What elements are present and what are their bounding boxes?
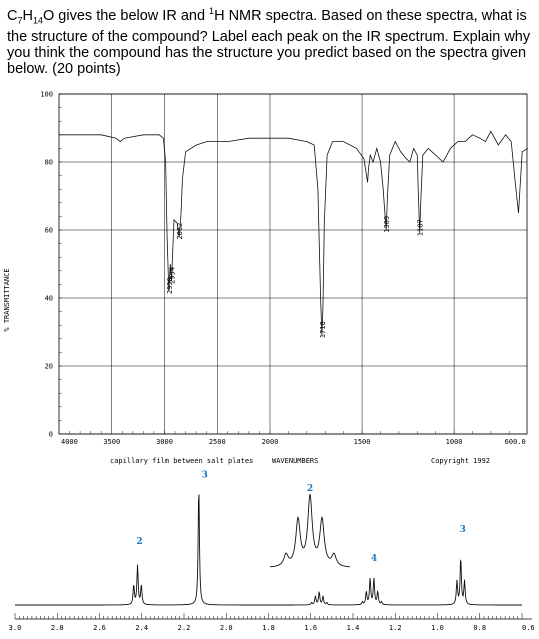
nmr-trace — [15, 494, 522, 606]
ir-y-tick-label: 80 — [45, 159, 53, 167]
ir-x-tick-label: 3500 — [103, 438, 120, 446]
ir-peak-label: 2934 — [169, 267, 177, 284]
ir-x-axis-label: WAVENUMBERS — [272, 457, 318, 465]
ir-y-tick-label: 60 — [45, 227, 53, 235]
ir-x-tick-label: 600.0 — [505, 438, 526, 446]
nmr-x-tick-label: 2.8 — [51, 624, 64, 632]
nmr-integration-labels: 2 3 2 4 3 — [136, 470, 465, 564]
ir-peak-label: 2959 — [166, 277, 174, 294]
ir-y-tick-label: 40 — [45, 295, 53, 303]
nmr-x-tick-label: 1.0 — [431, 624, 444, 632]
nmr-integration-label: 2 — [136, 537, 142, 547]
ir-x-tick-label: 4000 — [61, 438, 78, 446]
formula-h-subscript: 14 — [32, 15, 43, 26]
ir-grid — [58, 93, 528, 435]
formula-h: H — [22, 7, 33, 24]
formula-o: O — [43, 7, 55, 24]
formula-c-subscript: 7 — [17, 15, 23, 26]
ir-x-tick-label: 1000 — [446, 438, 463, 446]
nmr-expansion-trace — [270, 493, 350, 568]
nmr-x-tick-label: 1.4 — [347, 624, 360, 632]
ir-y-tick-label: 20 — [45, 363, 53, 371]
nmr-x-tick-label: 2.2 — [178, 624, 191, 632]
ir-x-tick-label: 2500 — [209, 438, 226, 446]
ir-tick-labels: 4000 3500 3000 2500 2000 1500 1000 600.0 100 80 60… — [40, 91, 525, 447]
ir-y-axis-label: % TRANSMITTANCE — [3, 268, 11, 331]
nmr-x-tick-label: 1.8 — [262, 624, 275, 632]
nmr-x-tick-label: 2.0 — [220, 624, 233, 632]
ir-y-tick-label: 100 — [40, 91, 53, 99]
ir-x-tick-label: 2000 — [262, 438, 279, 446]
nmr-x-tick-label: 1.2 — [389, 624, 402, 632]
ir-transmittance-trace — [59, 130, 528, 336]
nmr-x-tick-label: 2.6 — [93, 624, 106, 632]
ir-y-tick-label: 0 — [49, 431, 53, 439]
nmr-axis: 3.0 2.8 2.6 2.4 2.2 2.0 1.8 1.6 1.4 1.2 1.0 0.8 0.6 … — [9, 613, 539, 632]
ir-spectrum-chart: % TRANSMITTANCE 4000 3500 3000 2500 2000 1500… — [3, 91, 528, 465]
nmr-x-tick-label: 1.6 — [304, 624, 317, 632]
nmr-x-tick-label: 3.0 — [9, 624, 22, 632]
ir-peak-label: 1718 — [319, 321, 327, 338]
nmr-integration-label: 4 — [371, 554, 377, 564]
ir-peak-label: 1369 — [383, 216, 391, 233]
nmr-integration-label: 3 — [460, 525, 466, 535]
nmr-x-tick-label: 2.4 — [135, 624, 148, 632]
question-text: C7H14O gives the below IR and 1H NMR spe… — [7, 3, 532, 77]
ir-peak-label: 2862 — [176, 223, 184, 240]
ir-x-tick-label: 3000 — [156, 438, 173, 446]
ir-copyright: Copyright 1992 — [431, 457, 490, 465]
question-text-b: H NMR spectra. Based on these spectra, w… — [7, 7, 531, 77]
question-text-a: gives the below IR and — [54, 7, 210, 24]
nmr-x-tick-label: 0.6 PPM — [522, 624, 539, 632]
nmr-superscript: 1 — [209, 6, 215, 16]
ir-x-tick-label: 1500 — [354, 438, 371, 446]
ir-peak-label: 1187 — [417, 219, 425, 236]
nmr-integration-label: 3 — [202, 470, 208, 480]
nmr-integration-label: 2 — [307, 484, 313, 494]
ir-sample-note: capillary film between salt plates — [110, 457, 253, 465]
nmr-x-tick-label: 0.8 — [473, 624, 486, 632]
formula-c: C — [7, 7, 18, 24]
